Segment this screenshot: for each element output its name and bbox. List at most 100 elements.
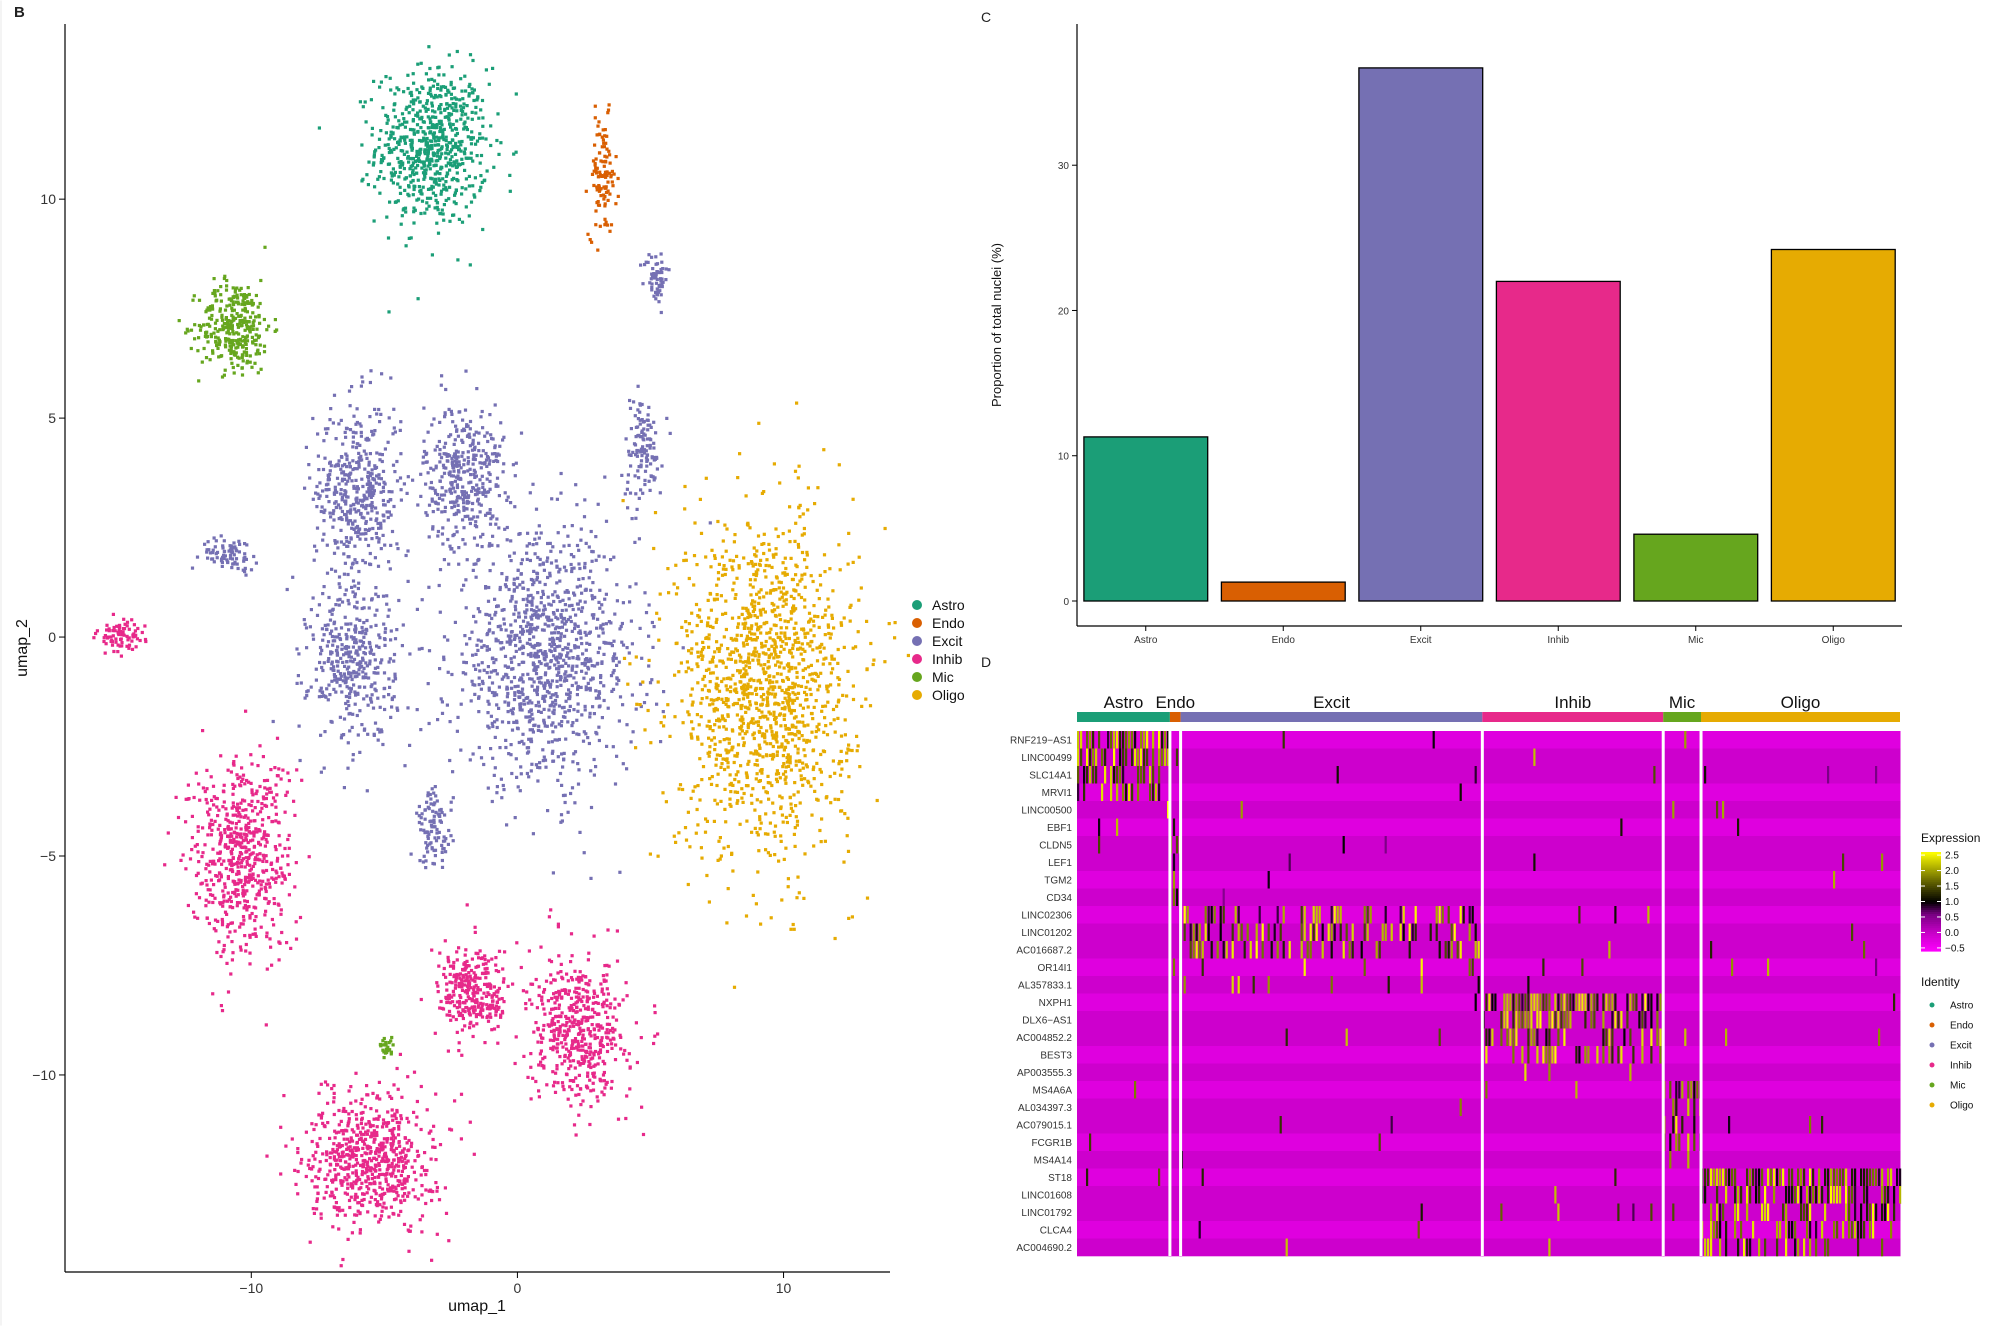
umap-point [459, 466, 463, 470]
umap-point [382, 156, 386, 160]
umap-point [314, 667, 318, 671]
umap-point [448, 158, 452, 162]
umap-point [428, 147, 433, 151]
umap-point [367, 479, 371, 483]
umap-point [434, 464, 438, 468]
umap-point [535, 615, 539, 619]
umap-point [449, 547, 453, 551]
umap-point [614, 656, 618, 660]
umap-point [620, 473, 624, 477]
umap-point [747, 665, 752, 670]
umap-point [597, 133, 601, 137]
umap-point [378, 730, 382, 734]
umap-point [574, 670, 578, 675]
umap-point [225, 325, 229, 329]
umap-point [447, 562, 451, 566]
umap-point [812, 844, 816, 848]
umap-point [687, 576, 691, 581]
umap-point [370, 429, 374, 433]
umap-cluster-astro-0 [317, 45, 518, 314]
umap-point [525, 629, 529, 633]
umap-point [337, 575, 342, 579]
umap-point [837, 463, 841, 467]
umap-point [537, 709, 541, 713]
umap-point [788, 540, 792, 544]
umap-point [425, 846, 429, 850]
umap-point [423, 152, 427, 156]
umap-point [346, 510, 350, 514]
umap-point [131, 633, 135, 637]
umap-point [466, 514, 470, 518]
umap-point [537, 536, 541, 540]
umap-point [358, 709, 362, 713]
umap-point [569, 674, 573, 678]
umap-point [367, 606, 371, 610]
umap-point [348, 695, 352, 699]
umap-point [512, 637, 517, 641]
umap-point [254, 343, 258, 347]
umap-point [344, 694, 348, 699]
umap-point [444, 139, 448, 143]
umap-point [659, 310, 663, 315]
umap-point [710, 775, 714, 779]
umap-point [530, 684, 534, 688]
umap-point [548, 574, 552, 578]
umap-point [550, 693, 554, 697]
umap-point [482, 462, 487, 466]
umap-point [379, 129, 383, 133]
umap-point [457, 463, 461, 467]
umap-point [727, 741, 731, 745]
umap-point [606, 706, 610, 710]
umap-point [457, 562, 461, 566]
umap-point [588, 686, 592, 690]
umap-point [618, 627, 622, 631]
umap-point [641, 445, 645, 449]
umap-point [806, 631, 810, 635]
umap-point [387, 146, 391, 151]
umap-point [514, 649, 518, 653]
umap-point [382, 622, 386, 626]
umap-point [248, 325, 252, 329]
umap-point [442, 203, 446, 207]
umap-point [459, 108, 464, 112]
umap-point [475, 643, 479, 647]
umap-point [221, 546, 225, 550]
umap-point [364, 521, 368, 525]
umap-point [333, 464, 337, 468]
umap-point [687, 713, 691, 717]
umap-point [496, 625, 500, 629]
umap-point [566, 534, 570, 538]
umap-point [509, 634, 513, 638]
umap-point [630, 642, 634, 646]
umap-point [454, 462, 458, 466]
umap-point [426, 791, 430, 795]
umap-point [528, 728, 532, 732]
umap-point [545, 559, 549, 563]
umap-point [528, 600, 532, 604]
umap-point [438, 420, 442, 424]
umap-point [397, 598, 401, 603]
umap-point [358, 750, 362, 754]
umap-point [806, 486, 810, 490]
umap-point [715, 640, 719, 644]
umap-point [470, 117, 474, 121]
umap-point [391, 432, 395, 436]
umap-point [574, 681, 578, 685]
umap-point [376, 738, 380, 742]
umap-point [337, 459, 341, 463]
umap-point [709, 671, 713, 675]
umap-point [438, 610, 442, 614]
umap-point [383, 630, 387, 634]
umap-point [553, 627, 558, 631]
umap-point [115, 624, 119, 628]
umap-point [546, 541, 550, 546]
umap-point [605, 744, 609, 748]
umap-point [568, 691, 572, 695]
umap-point [597, 738, 601, 743]
umap-point [856, 630, 860, 634]
umap-point [695, 642, 699, 646]
umap-point [391, 679, 395, 683]
umap-point [691, 789, 695, 793]
umap-point [746, 726, 750, 730]
umap-point [431, 191, 435, 195]
